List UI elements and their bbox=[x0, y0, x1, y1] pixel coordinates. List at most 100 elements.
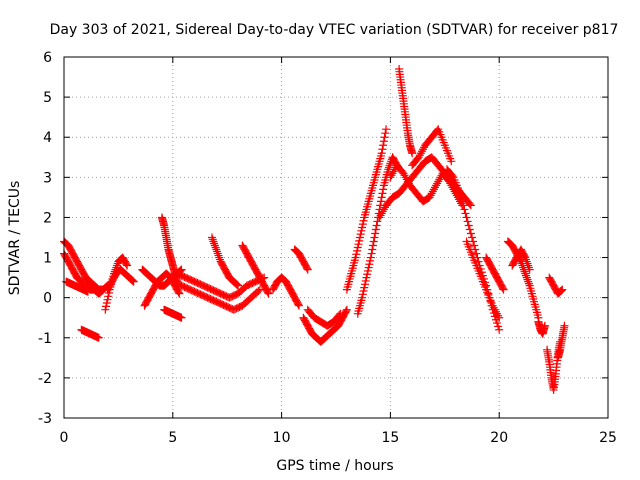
series-arc-25 bbox=[442, 165, 504, 334]
data-point bbox=[540, 321, 549, 330]
data-point bbox=[466, 229, 475, 238]
data-point bbox=[434, 177, 443, 186]
data-point bbox=[379, 137, 388, 146]
data-point bbox=[458, 197, 467, 206]
chart-title: Day 303 of 2021, Sidereal Day-to-day VTE… bbox=[50, 22, 619, 38]
data-point bbox=[522, 255, 531, 264]
y-tick-label: -1 bbox=[38, 331, 52, 347]
data-point bbox=[521, 253, 530, 262]
data-point bbox=[381, 129, 390, 138]
data-point bbox=[468, 233, 476, 242]
data-point bbox=[495, 313, 504, 322]
x-tick-label: 25 bbox=[599, 430, 617, 446]
y-tick-label: 1 bbox=[43, 251, 52, 267]
series-arc-32 bbox=[545, 273, 567, 298]
data-point bbox=[489, 303, 498, 312]
data-point bbox=[401, 173, 410, 182]
data-point bbox=[336, 309, 345, 318]
data-point bbox=[356, 230, 365, 239]
data-point bbox=[213, 247, 222, 256]
x-tick-label: 0 bbox=[60, 430, 69, 446]
data-point bbox=[358, 290, 367, 299]
data-point bbox=[303, 265, 312, 274]
x-tick-label: 5 bbox=[168, 430, 177, 446]
data-point bbox=[435, 175, 444, 184]
data-point bbox=[384, 163, 393, 172]
series-arc-17 bbox=[299, 305, 351, 346]
data-point bbox=[494, 322, 503, 331]
grid bbox=[64, 57, 608, 418]
data-point bbox=[103, 295, 112, 304]
data-point bbox=[445, 177, 454, 186]
y-tick-label: 0 bbox=[43, 291, 52, 307]
x-tick-label: 10 bbox=[273, 430, 291, 446]
data-point bbox=[210, 239, 219, 248]
data-point bbox=[335, 311, 344, 320]
data-point bbox=[449, 185, 458, 194]
data-point bbox=[446, 179, 455, 188]
data-point bbox=[378, 207, 387, 216]
data-point bbox=[215, 255, 224, 264]
data-point bbox=[212, 245, 221, 254]
series-arc-15 bbox=[268, 273, 304, 310]
data-point bbox=[358, 293, 367, 302]
data-point bbox=[175, 289, 184, 298]
data-point bbox=[429, 185, 438, 194]
data-point bbox=[377, 209, 386, 218]
data-point bbox=[232, 280, 241, 289]
x-tick-label: 15 bbox=[381, 430, 399, 446]
data-point bbox=[361, 280, 370, 289]
data-point bbox=[524, 261, 533, 270]
series-arc-6 bbox=[103, 265, 138, 294]
data-point bbox=[520, 252, 529, 261]
data-point bbox=[375, 213, 384, 222]
data-point bbox=[399, 169, 408, 178]
data-point bbox=[360, 283, 369, 292]
data-point bbox=[207, 233, 216, 242]
data-point bbox=[373, 217, 382, 226]
series-arc-22 bbox=[386, 161, 467, 210]
data-point bbox=[427, 189, 436, 198]
x-axis-label: GPS time / hours bbox=[276, 458, 393, 474]
data-point bbox=[463, 217, 472, 226]
data-point bbox=[448, 183, 457, 192]
series-arc-13 bbox=[207, 233, 243, 290]
y-tick-label: 6 bbox=[43, 50, 52, 66]
data-point bbox=[102, 302, 111, 311]
y-tick-label: -3 bbox=[38, 411, 52, 427]
data-point bbox=[523, 259, 532, 268]
data-point bbox=[499, 285, 508, 294]
data-point bbox=[447, 157, 456, 166]
data-point bbox=[380, 133, 389, 142]
data-point bbox=[254, 286, 263, 295]
data-point bbox=[358, 220, 367, 229]
data-point bbox=[464, 221, 473, 230]
data-point bbox=[367, 249, 376, 258]
data-point bbox=[408, 149, 417, 158]
data-point bbox=[94, 333, 103, 342]
data-point bbox=[470, 241, 479, 250]
data-point bbox=[425, 193, 434, 202]
plot-frame bbox=[63, 56, 609, 419]
data-point bbox=[294, 300, 303, 309]
data-point bbox=[353, 243, 362, 252]
data-point bbox=[522, 273, 531, 282]
data-point bbox=[302, 264, 311, 273]
data-point bbox=[495, 325, 504, 334]
data-point bbox=[370, 233, 379, 242]
data-point bbox=[264, 289, 273, 298]
data-point bbox=[432, 181, 441, 190]
data-point bbox=[386, 159, 395, 168]
data-point bbox=[524, 277, 533, 286]
data-point bbox=[431, 183, 440, 192]
data-point bbox=[213, 249, 222, 258]
data-point bbox=[128, 276, 137, 285]
data-point bbox=[234, 281, 243, 290]
data-point bbox=[493, 319, 502, 328]
data-point bbox=[122, 260, 131, 269]
data-point bbox=[214, 251, 223, 260]
data-point bbox=[520, 267, 529, 276]
data-point bbox=[556, 286, 565, 295]
data-point bbox=[363, 270, 372, 279]
data-point bbox=[129, 277, 138, 286]
